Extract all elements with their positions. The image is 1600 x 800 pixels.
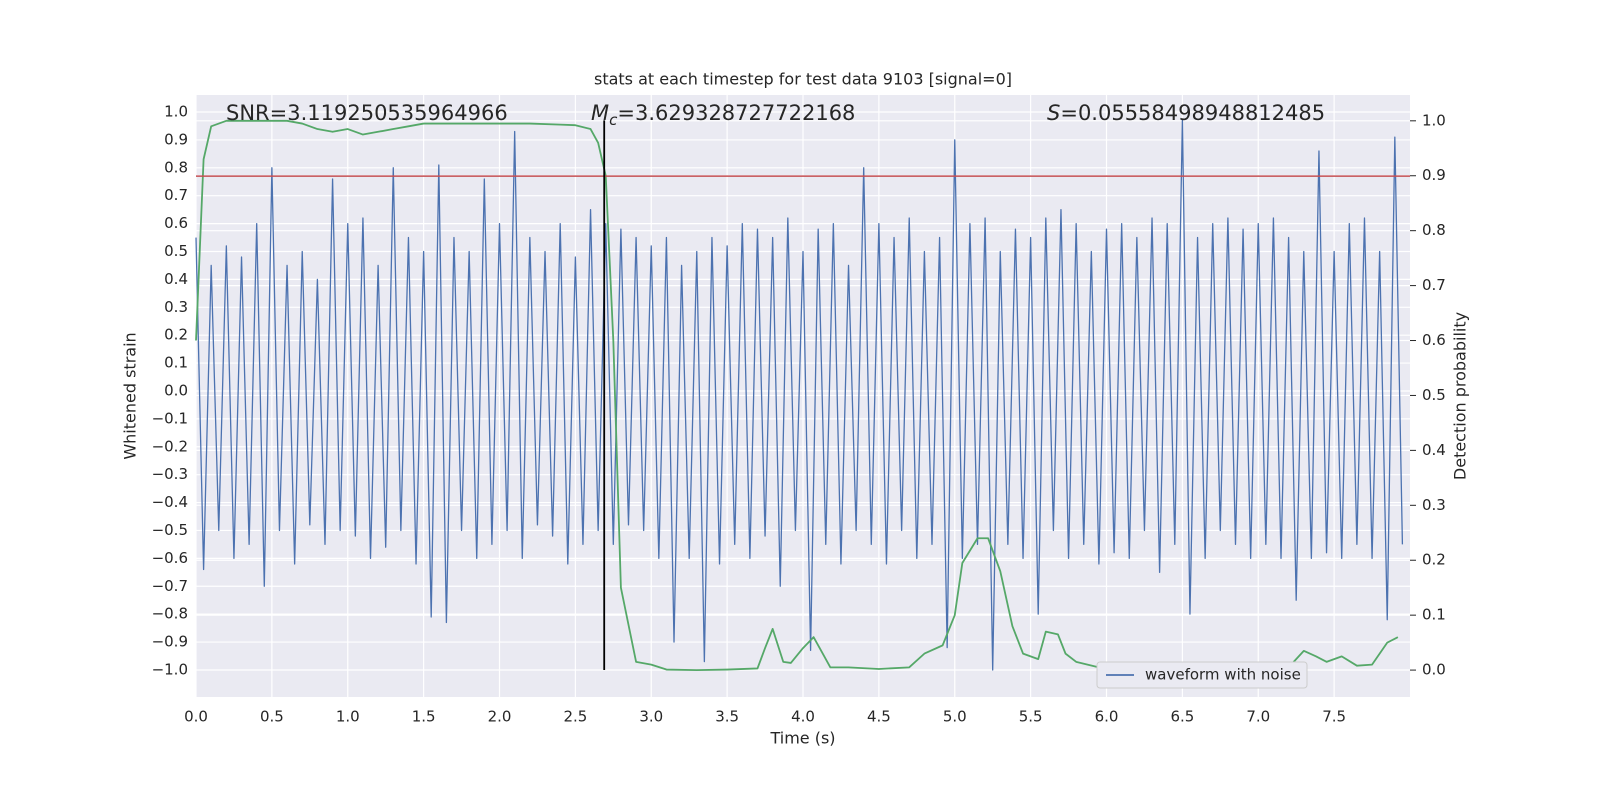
annotation: Mc=3.629328727722168 <box>591 101 855 129</box>
y-tick-label: 0.3 <box>164 298 188 316</box>
x-tick-label: 5.5 <box>1019 708 1043 726</box>
y-tick-label: −0.4 <box>152 493 188 511</box>
y2-tick-label: 0.5 <box>1422 386 1446 404</box>
y-axis-label: Whitened strain <box>121 332 140 459</box>
x-tick-label: 4.5 <box>867 708 891 726</box>
annotation-subscript: c <box>609 111 618 129</box>
annotation-text: =0.05558498948812485 <box>1060 101 1325 125</box>
annotation-symbol: M <box>591 101 609 125</box>
y2-tick-label: 0.2 <box>1422 551 1446 569</box>
y-tick-label: −0.3 <box>152 465 188 483</box>
x-tick-label: 1.5 <box>412 708 436 726</box>
chart-title: stats at each timestep for test data 910… <box>594 70 1012 89</box>
y-tick-label: 0.9 <box>164 130 188 148</box>
y2-tick-label: 0.4 <box>1422 441 1446 459</box>
x-tick-label: 6.0 <box>1095 708 1119 726</box>
y-tick-label: 0.4 <box>164 270 188 288</box>
y2-tick-label: 0.3 <box>1422 496 1446 514</box>
x-tick-label: 7.5 <box>1322 708 1346 726</box>
annotation: S=0.05558498948812485 <box>1047 101 1325 125</box>
annotation-symbol: S <box>1047 101 1060 125</box>
annotation: SNR=3.119250535964966 <box>226 101 508 125</box>
annotation-text: SNR=3.119250535964966 <box>226 101 508 125</box>
y2-tick-label: 0.6 <box>1422 331 1446 349</box>
y-tick-label: 0.1 <box>164 354 188 372</box>
legend-box <box>1096 661 1308 689</box>
x-axis-label: Time (s) <box>769 729 835 748</box>
y-tick-label: −0.5 <box>152 521 188 539</box>
y-tick-label: 0.7 <box>164 186 188 204</box>
y-tick-label: −1.0 <box>152 660 188 678</box>
y-tick-label: 0.5 <box>164 242 188 260</box>
x-tick-label: 2.0 <box>488 708 512 726</box>
y-tick-label: 0.2 <box>164 326 188 344</box>
x-tick-label: 3.0 <box>639 708 663 726</box>
x-tick-label: 0.5 <box>260 708 284 726</box>
y-tick-label: 1.0 <box>164 103 188 121</box>
legend-label: waveform with noise <box>1145 666 1301 684</box>
y-tick-label: −0.1 <box>152 409 188 427</box>
annotation-text: =3.629328727722168 <box>617 101 855 125</box>
y-tick-label: 0.6 <box>164 214 188 232</box>
x-tick-label: 4.0 <box>791 708 815 726</box>
y2-tick-label: 0.1 <box>1422 606 1446 624</box>
y2-tick-label: 1.0 <box>1422 111 1446 129</box>
x-tick-label: 6.5 <box>1170 708 1194 726</box>
x-tick-label: 1.0 <box>336 708 360 726</box>
x-tick-label: 5.0 <box>943 708 967 726</box>
y2-tick-label: 0.7 <box>1422 276 1446 294</box>
y-tick-label: 0.8 <box>164 158 188 176</box>
series-line <box>195 119 1404 671</box>
y-tick-label: −0.2 <box>152 437 188 455</box>
y2-axis-label: Detection probability <box>1451 312 1470 480</box>
x-tick-label: 7.0 <box>1246 708 1270 726</box>
y2-tick-label: 0.8 <box>1422 221 1446 239</box>
y-tick-label: −0.9 <box>152 633 188 651</box>
x-tick-label: 2.5 <box>563 708 587 726</box>
y-tick-label: 0.0 <box>164 381 188 399</box>
y-tick-label: −0.7 <box>152 577 188 595</box>
x-tick-label: 0.0 <box>184 708 208 726</box>
y2-tick-label: 0.9 <box>1422 166 1446 184</box>
y-tick-label: −0.6 <box>152 549 188 567</box>
x-tick-label: 3.5 <box>715 708 739 726</box>
y-tick-label: −0.8 <box>152 605 188 623</box>
y2-tick-label: 0.0 <box>1422 661 1446 679</box>
